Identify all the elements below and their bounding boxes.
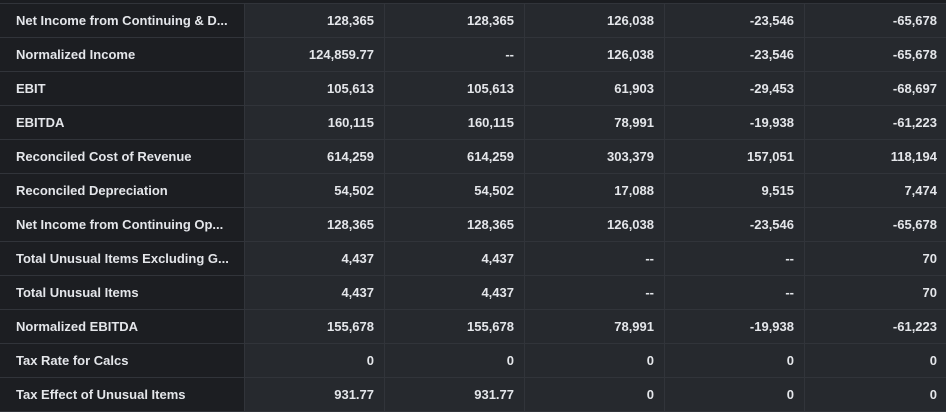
value-cell: 157,051 <box>665 140 805 173</box>
value-cell: 931.77 <box>245 378 385 411</box>
value-cell: 0 <box>805 344 946 377</box>
value-cell: 4,437 <box>385 242 525 275</box>
row-label: Reconciled Cost of Revenue <box>0 140 245 173</box>
value-cell: 0 <box>525 378 665 411</box>
value-cell: 128,365 <box>245 4 385 37</box>
value-cell: 126,038 <box>525 38 665 71</box>
value-cell: 4,437 <box>245 242 385 275</box>
row-label: Reconciled Depreciation <box>0 174 245 207</box>
row-label: Net Income from Continuing Op... <box>0 208 245 241</box>
value-cell: -19,938 <box>665 310 805 343</box>
value-cell: 61,903 <box>525 72 665 105</box>
value-cell: -65,678 <box>805 208 946 241</box>
value-cell: 0 <box>665 344 805 377</box>
value-cell: 303,379 <box>525 140 665 173</box>
value-cell: 17,088 <box>525 174 665 207</box>
value-cell: 126,038 <box>525 4 665 37</box>
value-cell: 155,678 <box>245 310 385 343</box>
row-label: Net Income from Continuing & D... <box>0 4 245 37</box>
row-label: EBIT <box>0 72 245 105</box>
row-label: Normalized Income <box>0 38 245 71</box>
value-cell: -- <box>665 276 805 309</box>
table-row: Total Unusual Items Excluding G... 4,437 4… <box>0 242 946 276</box>
value-cell: 7,474 <box>805 174 946 207</box>
row-label: Tax Effect of Unusual Items <box>0 378 245 411</box>
row-label: EBITDA <box>0 106 245 139</box>
table-row: EBIT 105,613 105,613 61,903 -29,453 -68,697 <box>0 72 946 106</box>
value-cell: -23,546 <box>665 208 805 241</box>
value-cell: -61,223 <box>805 106 946 139</box>
value-cell: 9,515 <box>665 174 805 207</box>
value-cell: 126,038 <box>525 208 665 241</box>
value-cell: -23,546 <box>665 38 805 71</box>
value-cell: 70 <box>805 276 946 309</box>
value-cell: 54,502 <box>385 174 525 207</box>
table-row: Normalized Income 124,859.77 -- 126,038 -23,… <box>0 38 946 72</box>
value-cell: 160,115 <box>385 106 525 139</box>
table-row: Total Unusual Items 4,437 4,437 -- -- 70 <box>0 276 946 310</box>
value-cell: 614,259 <box>385 140 525 173</box>
value-cell: -61,223 <box>805 310 946 343</box>
value-cell: 155,678 <box>385 310 525 343</box>
value-cell: 931.77 <box>385 378 525 411</box>
row-label: Tax Rate for Calcs <box>0 344 245 377</box>
value-cell: 0 <box>385 344 525 377</box>
value-cell: -65,678 <box>805 38 946 71</box>
value-cell: 118,194 <box>805 140 946 173</box>
value-cell: 4,437 <box>385 276 525 309</box>
table-row: Normalized EBITDA 155,678 155,678 78,991 -19… <box>0 310 946 344</box>
value-cell: 160,115 <box>245 106 385 139</box>
table-row: Net Income from Continuing Op... 128,365 1… <box>0 208 946 242</box>
value-cell: -29,453 <box>665 72 805 105</box>
value-cell: 105,613 <box>245 72 385 105</box>
value-cell: -- <box>525 242 665 275</box>
row-label: Total Unusual Items Excluding G... <box>0 242 245 275</box>
table-top-edge <box>0 0 946 4</box>
value-cell: -19,938 <box>665 106 805 139</box>
value-cell: 0 <box>245 344 385 377</box>
value-cell: 4,437 <box>245 276 385 309</box>
value-cell: 128,365 <box>245 208 385 241</box>
table-row: Net Income from Continuing & D... 128,365… <box>0 4 946 38</box>
table-row: Tax Rate for Calcs 0 0 0 0 0 <box>0 344 946 378</box>
value-cell: -- <box>525 276 665 309</box>
table-row: Tax Effect of Unusual Items 931.77 931.77 0… <box>0 378 946 412</box>
value-cell: 78,991 <box>525 106 665 139</box>
value-cell: 128,365 <box>385 4 525 37</box>
value-cell: 78,991 <box>525 310 665 343</box>
value-cell: 70 <box>805 242 946 275</box>
value-cell: 54,502 <box>245 174 385 207</box>
value-cell: -68,697 <box>805 72 946 105</box>
value-cell: 0 <box>665 378 805 411</box>
value-cell: -- <box>385 38 525 71</box>
value-cell: 614,259 <box>245 140 385 173</box>
table-row: EBITDA 160,115 160,115 78,991 -19,938 -61,223 <box>0 106 946 140</box>
value-cell: -65,678 <box>805 4 946 37</box>
row-label: Total Unusual Items <box>0 276 245 309</box>
value-cell: 0 <box>805 378 946 411</box>
table-row: Reconciled Depreciation 54,502 54,502 17,08… <box>0 174 946 208</box>
value-cell: -- <box>665 242 805 275</box>
row-label: Normalized EBITDA <box>0 310 245 343</box>
value-cell: 105,613 <box>385 72 525 105</box>
value-cell: 0 <box>525 344 665 377</box>
table-row: Reconciled Cost of Revenue 614,259 614,259… <box>0 140 946 174</box>
value-cell: -23,546 <box>665 4 805 37</box>
value-cell: 128,365 <box>385 208 525 241</box>
value-cell: 124,859.77 <box>245 38 385 71</box>
